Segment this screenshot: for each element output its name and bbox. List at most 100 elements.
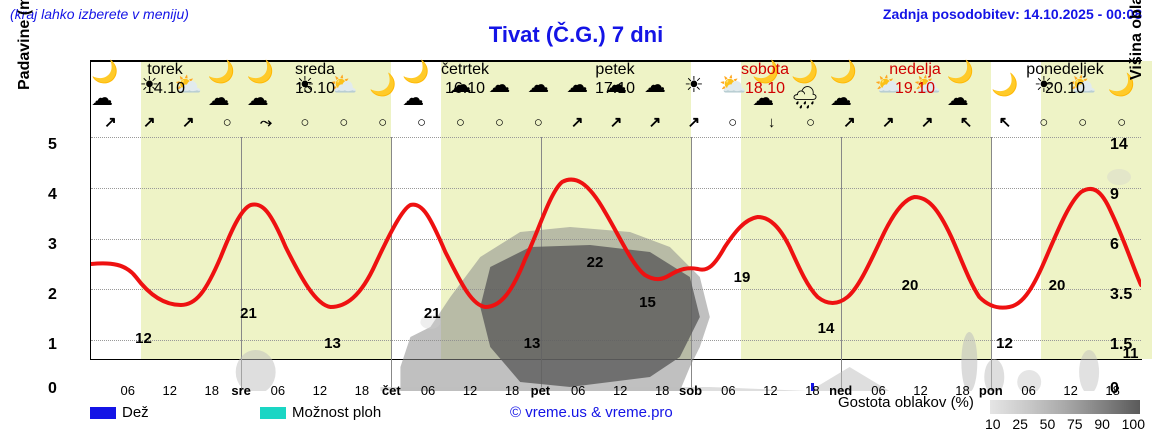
wind-11: ○ — [519, 107, 558, 137]
xtick-day-thu: čet — [382, 383, 401, 398]
xtick-day-fri: pet — [531, 383, 551, 398]
plot-inner-area: 12 21 13 21 13 22 15 19 14 20 12 20 11 0… — [91, 137, 1141, 391]
wind-2: ↗ — [169, 107, 208, 137]
day-header-row: torek 14.10 sreda 15.10 četrtek 16.10 pe… — [90, 60, 1142, 98]
temp-label-5: 13 — [524, 335, 541, 352]
wind-3: ○ — [208, 107, 247, 137]
temp-label-12: 20 — [1049, 277, 1066, 294]
chance-rain-legend-label: Možnost ploh — [292, 404, 381, 421]
xtick-9: 06 — [571, 383, 585, 398]
wind-12: ↗ — [558, 107, 597, 137]
wind-8: ○ — [402, 107, 441, 137]
xtick-2: 18 — [205, 383, 219, 398]
wind-21: ↗ — [908, 107, 947, 137]
wind-5: ○ — [285, 107, 324, 137]
cloud-axis-title: Višina oblakov (km) — [1128, 0, 1146, 80]
temp-label-3: 13 — [324, 335, 341, 352]
xtick-1: 12 — [163, 383, 177, 398]
rain-tick-1: 1 — [48, 336, 57, 354]
xtick-day-mon: pon — [979, 383, 1003, 398]
xtick-4: 12 — [313, 383, 327, 398]
xtick-10: 12 — [613, 383, 627, 398]
xtick-day-wed: sre — [231, 383, 251, 398]
xtick-12: 06 — [721, 383, 735, 398]
day-header-5: nedelja 19.10 — [840, 60, 990, 98]
wind-0: ↗ — [91, 107, 130, 137]
update-timestamp: Zadnja posodobitev: 14.10.2025 - 00:08 — [883, 6, 1142, 22]
temp-label-8: 19 — [734, 269, 751, 286]
legend-chance-rain: Možnost ploh — [260, 404, 381, 421]
temp-label-10: 20 — [902, 277, 919, 294]
credit-link[interactable]: © vreme.us & vreme.pro — [510, 404, 673, 421]
day-header-2: četrtek 16.10 — [390, 60, 540, 98]
wind-13: ↗ — [597, 107, 636, 137]
rain-legend-label: Dež — [122, 404, 149, 421]
cloud-tick-1_5: 1.5 — [1110, 336, 1132, 354]
forecast-chart: 🌙☁ ☀ ⛅ 🌙☁ 🌙☁ ☀ ⛅ 🌙 🌙☁ ☁ ☁ ☁ ☁ ☁ ☁ ☀ ⛅ 🌙☁… — [90, 60, 1142, 360]
day-header-3: petek 17.10 — [540, 60, 690, 98]
rain-tick-4: 4 — [48, 186, 57, 204]
wind-20: ↗ — [869, 107, 908, 137]
wind-24: ○ — [1024, 107, 1063, 137]
xtick-19: 12 — [1063, 383, 1077, 398]
wind-10: ○ — [480, 107, 519, 137]
cloud-tick-3_5: 3.5 — [1110, 286, 1132, 304]
wind-25: ○ — [1063, 107, 1102, 137]
location-note: (kraj lahko izberete v meniju) — [10, 6, 189, 22]
right-axis-labels: Višina oblakov (km) 14 9 6 3.5 1.5 0 — [1106, 60, 1152, 360]
rain-color-swatch — [90, 407, 116, 419]
xtick-18: 06 — [1021, 383, 1035, 398]
cloud-tick-14: 14 — [1110, 136, 1128, 154]
cloud-density-title: Gostota oblakov (%) — [838, 394, 974, 411]
rain-axis-title: Padavine (mm/h) — [16, 0, 34, 90]
temp-label-6: 22 — [587, 254, 604, 271]
temp-label-9: 14 — [818, 320, 835, 337]
wind-1: ↗ — [130, 107, 169, 137]
wind-6: ○ — [324, 107, 363, 137]
xtick-11: 18 — [655, 383, 669, 398]
wind-4: ⤳ — [247, 107, 286, 137]
wind-19: ↗ — [830, 107, 869, 137]
wind-direction-row: ↗ ↗ ↗ ○ ⤳ ○ ○ ○ ○ ○ ○ ○ ↗ ↗ ↗ ↗ ○ ↓ ○ ↗ … — [91, 107, 1141, 137]
legend-rain: Dež — [90, 404, 149, 421]
temp-label-1: 12 — [135, 330, 152, 347]
left-axis-labels: Temperatura (°C) Padavine (mm/h) 26 22 1… — [8, 60, 90, 360]
wind-22: ↖ — [947, 107, 986, 137]
xtick-13: 12 — [763, 383, 777, 398]
rain-tick-2: 2 — [48, 286, 57, 304]
xtick-0: 06 — [121, 383, 135, 398]
xtick-5: 18 — [355, 383, 369, 398]
temp-label-4: 21 — [424, 305, 441, 322]
xtick-7: 12 — [463, 383, 477, 398]
cloud-tick-9: 9 — [1110, 186, 1119, 204]
temp-label-11: 12 — [996, 335, 1013, 352]
day-header-4: sobota 18.10 — [690, 60, 840, 98]
legend-row: Dež Možnost ploh © vreme.us & vreme.pro … — [90, 398, 1142, 438]
wind-23: ↖ — [985, 107, 1024, 137]
page-title: Tivat (Č.G.) 7 dni — [0, 22, 1152, 48]
rain-tick-3: 3 — [48, 236, 57, 254]
temp-label-7: 15 — [639, 294, 656, 311]
wind-17: ↓ — [752, 107, 791, 137]
rain-tick-0: 0 — [48, 380, 57, 398]
cloud-density-ticks: 10 25 50 75 90 100 — [985, 416, 1145, 432]
wind-9: ○ — [441, 107, 480, 137]
day-header-1: sreda 15.10 — [240, 60, 390, 98]
xtick-3: 06 — [271, 383, 285, 398]
xtick-8: 18 — [505, 383, 519, 398]
chance-rain-color-swatch — [260, 407, 286, 419]
day-header-0: torek 14.10 — [90, 60, 240, 98]
wind-14: ↗ — [635, 107, 674, 137]
temp-label-2: 21 — [240, 305, 257, 322]
xtick-14: 18 — [805, 383, 819, 398]
xtick-6: 06 — [421, 383, 435, 398]
wind-15: ↗ — [674, 107, 713, 137]
temperature-curve — [91, 137, 1141, 391]
xtick-day-sat: sob — [679, 383, 702, 398]
cloud-tick-0: 0 — [1110, 380, 1119, 398]
rain-tick-5: 5 — [48, 136, 57, 154]
wind-18: ○ — [791, 107, 830, 137]
wind-16: ○ — [713, 107, 752, 137]
wind-7: ○ — [363, 107, 402, 137]
cloud-tick-6: 6 — [1110, 236, 1119, 254]
